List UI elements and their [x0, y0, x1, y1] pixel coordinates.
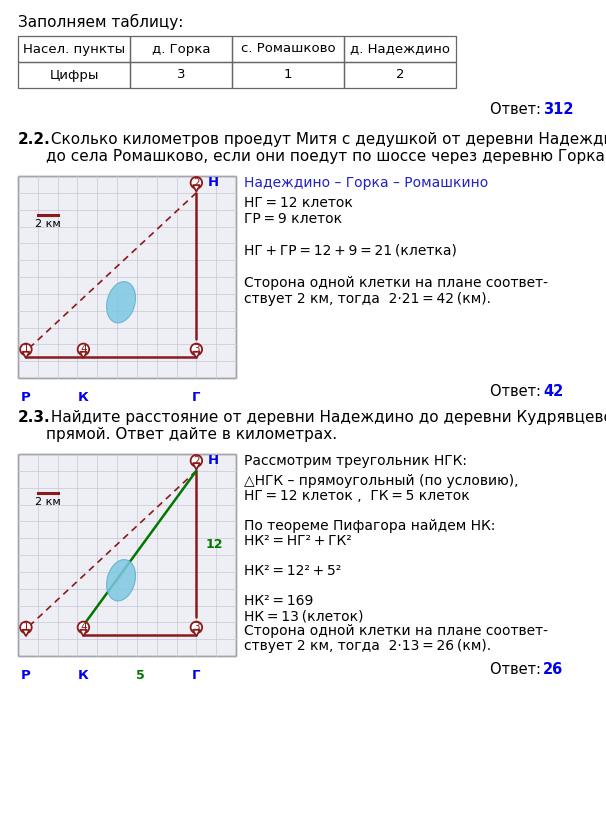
Text: Заполняем таблицу:: Заполняем таблицу: [18, 14, 184, 31]
Polygon shape [193, 185, 200, 192]
Text: 1: 1 [284, 69, 292, 82]
Polygon shape [80, 629, 87, 636]
Text: 3: 3 [177, 69, 185, 82]
Text: Р: Р [21, 669, 31, 682]
Text: Рассмотрим треугольник НГК:: Рассмотрим треугольник НГК: [244, 454, 467, 468]
Circle shape [191, 177, 202, 188]
Text: Сторона одной клетки на плане соответ-: Сторона одной клетки на плане соответ- [244, 276, 548, 290]
Text: 42: 42 [543, 384, 563, 399]
Text: Н: Н [207, 454, 219, 468]
Text: НК² = 12² + 5²: НК² = 12² + 5² [244, 564, 341, 578]
Bar [344, 62, 456, 88]
Bar [344, 36, 456, 62]
Text: 2.2.: 2.2. [18, 132, 51, 147]
Circle shape [20, 344, 32, 355]
Bar [18, 62, 130, 88]
Bar [18, 176, 236, 378]
Circle shape [78, 622, 89, 634]
Bar [18, 454, 236, 656]
Circle shape [78, 344, 89, 355]
Text: Найдите расстояние от деревни Надеждино до деревни Кудрявцево по
прямой. Ответ д: Найдите расстояние от деревни Надеждино … [46, 410, 606, 443]
Polygon shape [22, 352, 30, 358]
Text: 4: 4 [80, 622, 87, 633]
Text: К: К [78, 669, 88, 682]
Text: Г: Г [192, 391, 201, 404]
Bar [130, 62, 232, 88]
Text: Надеждино – Горка – Ромашкино: Надеждино – Горка – Ромашкино [244, 176, 488, 190]
Bar [232, 36, 344, 62]
Text: 2.3.: 2.3. [18, 410, 51, 425]
Ellipse shape [107, 559, 136, 601]
Text: НК² = 169: НК² = 169 [244, 594, 313, 608]
Circle shape [191, 622, 202, 634]
Text: Р: Р [21, 391, 31, 404]
Text: 2: 2 [193, 456, 199, 466]
Text: По теореме Пифагора найдем НК:: По теореме Пифагора найдем НК: [244, 519, 495, 533]
Text: 26: 26 [543, 662, 563, 677]
Text: 2 км: 2 км [35, 496, 61, 506]
Text: К: К [78, 391, 88, 404]
Polygon shape [193, 629, 200, 636]
Text: ГР = 9 клеток: ГР = 9 клеток [244, 212, 342, 226]
Text: 312: 312 [543, 102, 573, 117]
Text: с. Ромашково: с. Ромашково [241, 42, 335, 55]
Text: д. Горка: д. Горка [152, 42, 210, 55]
Text: Цифры: Цифры [49, 69, 99, 82]
Bar [232, 62, 344, 88]
Text: Ответ:: Ответ: [490, 102, 545, 117]
Text: 3: 3 [193, 344, 199, 354]
Text: △НГК – прямоугольный (по условию),: △НГК – прямоугольный (по условию), [244, 474, 519, 488]
Text: 2 км: 2 км [35, 219, 61, 229]
Text: Насел. пункты: Насел. пункты [23, 42, 125, 55]
Circle shape [191, 455, 202, 467]
Text: Ответ:: Ответ: [490, 662, 545, 677]
Text: Г: Г [192, 669, 201, 682]
Text: НК = 13 (клеток): НК = 13 (клеток) [244, 609, 364, 623]
Text: 1: 1 [22, 622, 29, 633]
Polygon shape [193, 352, 200, 358]
Text: 5: 5 [136, 669, 144, 682]
Text: НГ = 12 клеток: НГ = 12 клеток [244, 196, 353, 210]
Polygon shape [80, 352, 87, 358]
Text: НК² = НГ² + ГК²: НК² = НГ² + ГК² [244, 534, 351, 548]
Text: 4: 4 [80, 344, 87, 354]
Text: Сколько километров проедут Митя с дедушкой от деревни Надеждино
до села Ромашков: Сколько километров проедут Митя с дедушк… [46, 132, 606, 164]
Text: 1: 1 [22, 344, 29, 354]
Text: Сторона одной клетки на плане соответ-: Сторона одной клетки на плане соответ- [244, 624, 548, 638]
Text: 2: 2 [396, 69, 404, 82]
Text: НГ + ГР = 12 + 9 = 21 (клетка): НГ + ГР = 12 + 9 = 21 (клетка) [244, 244, 457, 258]
Polygon shape [193, 463, 200, 469]
Text: НГ = 12 клеток ,  ГК = 5 клеток: НГ = 12 клеток , ГК = 5 клеток [244, 489, 470, 503]
Text: 12: 12 [205, 538, 223, 551]
Text: ствует 2 км, тогда  2·21 = 42 (км).: ствует 2 км, тогда 2·21 = 42 (км). [244, 292, 491, 306]
Bar [130, 36, 232, 62]
Text: 3: 3 [193, 622, 199, 633]
Text: д. Надеждино: д. Надеждино [350, 42, 450, 55]
Text: 2: 2 [193, 178, 199, 188]
Circle shape [20, 622, 32, 634]
Text: Ответ:: Ответ: [490, 384, 545, 399]
Polygon shape [22, 629, 30, 636]
Ellipse shape [107, 282, 136, 323]
Circle shape [191, 344, 202, 355]
Text: ствует 2 км, тогда  2·13 = 26 (км).: ствует 2 км, тогда 2·13 = 26 (км). [244, 639, 491, 653]
Text: Н: Н [207, 176, 219, 189]
Bar [18, 36, 130, 62]
